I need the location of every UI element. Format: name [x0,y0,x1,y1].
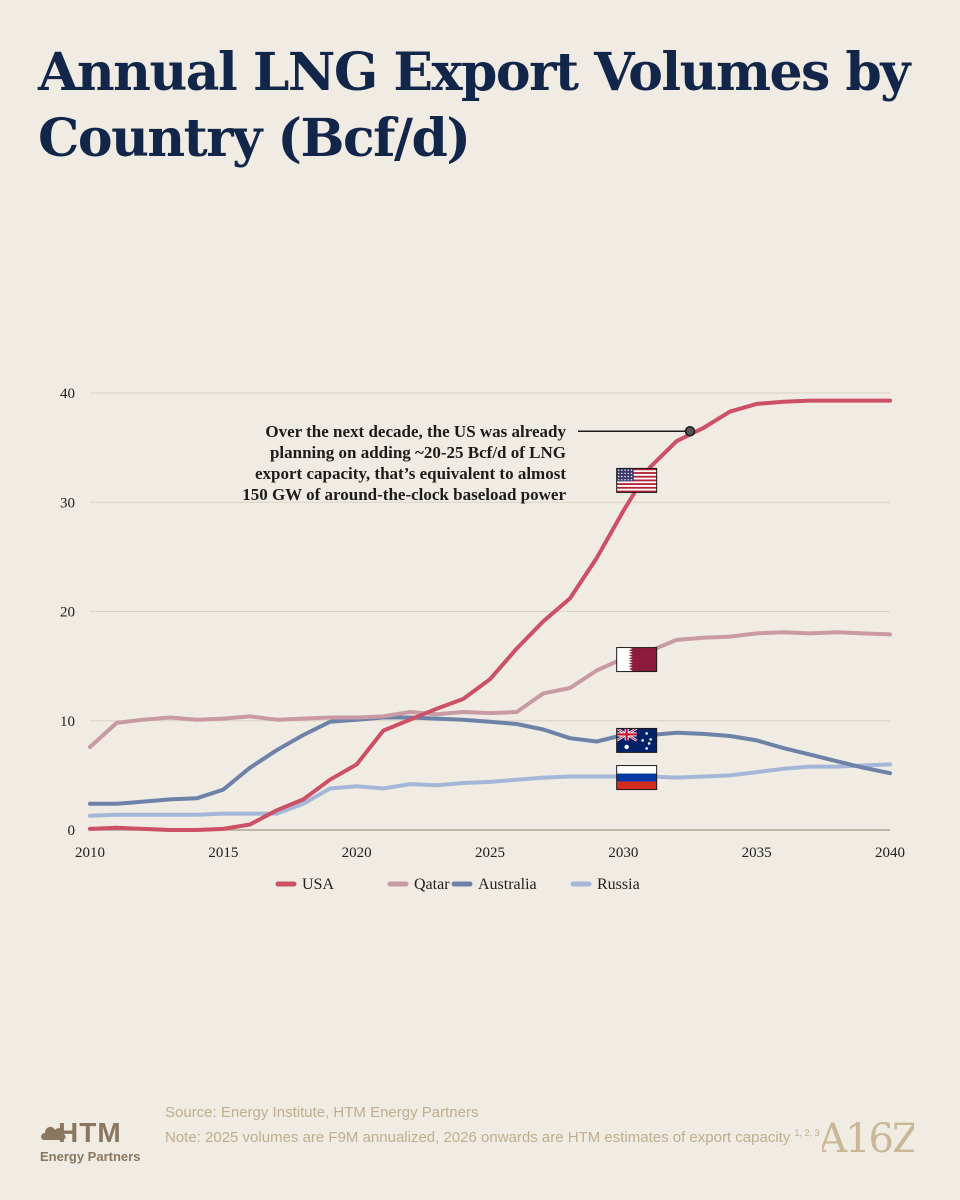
annotation-line: Over the next decade, the US was already [265,422,566,441]
note-refs: 1, 2, 3 [794,1128,820,1138]
x-tick-label: 2015 [208,845,238,861]
x-tick-label: 2020 [342,845,372,861]
annotation-marker [684,425,696,437]
legend-label: Australia [478,876,537,893]
htm-logo-subtext: Energy Partners [40,1149,141,1164]
chart-title: Annual LNG Export Volumes by Country (Bc… [38,42,911,169]
htm-cloud-icon [41,1126,66,1140]
y-tick-label: 10 [60,714,75,730]
flag-russia-icon [616,765,658,791]
footer: Source: Energy Institute, HTM Energy Par… [165,1103,825,1148]
htm-logo: HTM Energy Partners [38,1118,148,1168]
x-axis: 2010 2015 2020 2025 2030 2035 2040 [75,845,905,861]
y-axis: 0 10 20 30 40 [60,386,75,839]
flags [616,467,658,791]
x-tick-label: 2040 [875,845,905,861]
x-tick-label: 2030 [608,845,638,861]
series-line-qatar [88,630,892,749]
a16z-logo: A16Z [822,1116,914,1162]
y-tick-label: 20 [60,605,75,621]
htm-logo-text: HTM [58,1117,122,1148]
annotation-line: export capacity, that’s equivalent to al… [255,464,566,483]
x-tick-label: 2025 [475,845,505,861]
source-text: Source: Energy Institute, HTM Energy Par… [165,1104,479,1121]
y-tick-label: 40 [60,386,75,402]
legend-label: Russia [597,876,640,893]
y-tick-label: 0 [68,823,76,839]
series-line-russia [88,762,892,818]
flag-usa-icon [616,467,658,493]
x-tick-label: 2035 [742,845,772,861]
annotation-line: planning on adding ~20-25 Bcf/d of LNG [270,443,566,462]
series-line-australia [88,715,892,806]
y-tick-label: 30 [60,495,75,511]
series-lines [88,398,892,832]
a16z-logo-text: A16Z [822,1116,914,1162]
legend-label: Qatar [414,876,450,893]
annotation: Over the next decade, the US was already… [242,422,696,504]
flag-australia-icon [616,727,658,753]
legend-label: USA [302,876,334,893]
series-line-usa [88,398,892,832]
annotation-line: 150 GW of around-the-clock baseload powe… [242,485,566,504]
note-text: Note: 2025 volumes are F9M annualized, 2… [165,1128,820,1146]
flag-qatar-icon [616,647,658,673]
legend: USA Qatar Australia Russia [275,876,640,893]
x-tick-label: 2010 [75,845,105,861]
